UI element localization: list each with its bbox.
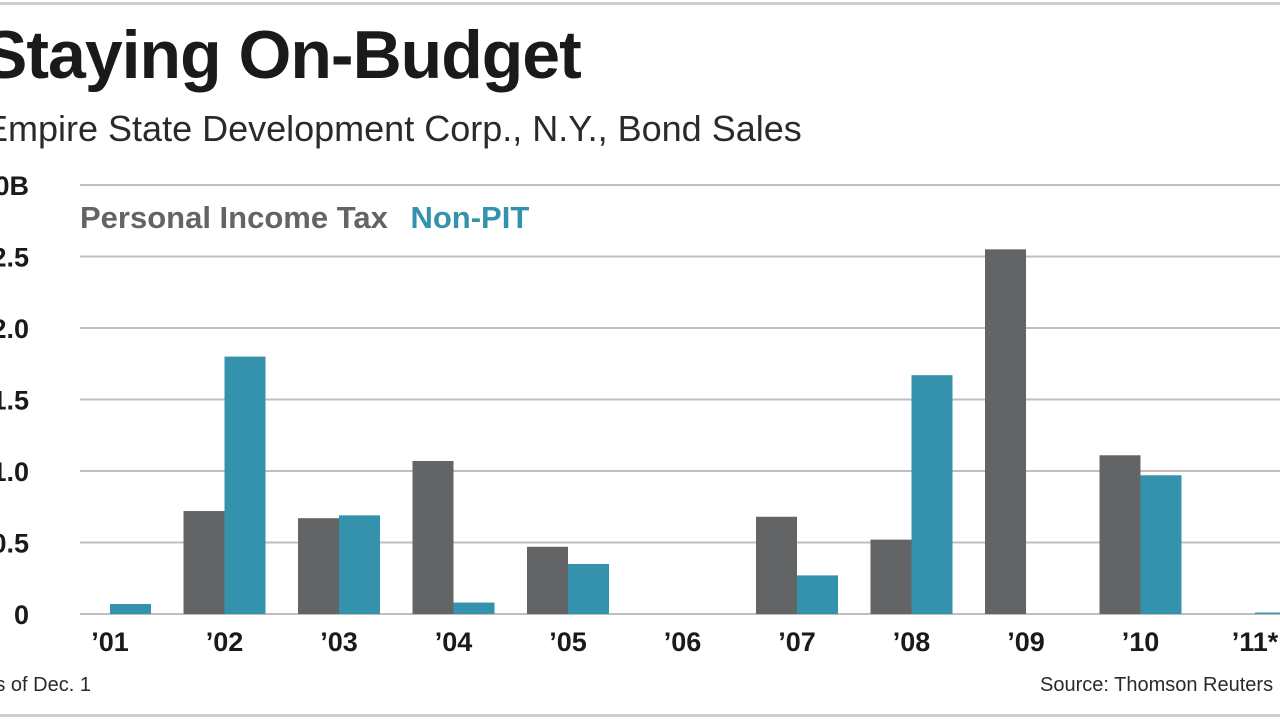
- source-note: Source: Thomson Reuters: [1040, 674, 1274, 696]
- y-tick-label: 2.0: [0, 314, 29, 344]
- bar-nonpit: [1255, 612, 1280, 614]
- x-tick-label: ’09: [1007, 627, 1045, 657]
- bar-nonpit: [568, 563, 609, 614]
- bar-pit: [1099, 455, 1141, 614]
- x-tick-label: ’01: [91, 627, 129, 657]
- y-tick-label: 1.0: [0, 457, 29, 487]
- bottom-border: [0, 714, 1280, 717]
- x-tick-label: ’03: [320, 627, 358, 657]
- bar-nonpit: [1140, 475, 1182, 614]
- bar-pit: [870, 539, 912, 614]
- top-border: [0, 2, 1280, 5]
- x-tick-label: ’11*: [1232, 627, 1279, 657]
- legend-item-personal-income-tax: Personal Income Tax: [80, 200, 388, 235]
- y-tick-label: $3.0B: [0, 171, 29, 201]
- chart-title: Staying On-Budget: [0, 17, 582, 93]
- y-tick-label: 0: [14, 600, 29, 630]
- y-tick-label: 0.5: [0, 529, 29, 559]
- bar-pit: [527, 546, 568, 614]
- x-tick-label: ’06: [664, 627, 702, 657]
- x-tick-label: ’05: [549, 627, 587, 657]
- x-tick-label: ’07: [778, 627, 816, 657]
- x-tick-label: ’04: [435, 627, 473, 657]
- bar-pit: [183, 511, 225, 614]
- legend-item-non-pit: Non-PIT: [410, 200, 530, 235]
- x-tick-label: ’08: [893, 627, 931, 657]
- bar-nonpit: [911, 375, 953, 614]
- bar-nonpit: [339, 515, 380, 614]
- bar-pit: [412, 460, 454, 614]
- bar-pit: [985, 249, 1026, 614]
- bar-pit: [756, 516, 797, 614]
- bar-nonpit: [797, 575, 838, 614]
- x-tick-label: ’02: [206, 627, 244, 657]
- footnote: As of Dec. 1: [0, 674, 91, 696]
- chart-subtitle: Empire State Development Corp., N.Y., Bo…: [0, 108, 802, 149]
- bar-nonpit: [110, 603, 151, 614]
- bar-nonpit: [224, 356, 266, 614]
- x-tick-label: ’10: [1122, 627, 1160, 657]
- y-tick-label: 2.5: [0, 243, 29, 273]
- y-tick-label: 1.5: [0, 386, 29, 416]
- legend: Personal Income Tax Non-PIT: [80, 200, 543, 236]
- bar-nonpit: [453, 602, 495, 614]
- bar-pit: [298, 518, 339, 614]
